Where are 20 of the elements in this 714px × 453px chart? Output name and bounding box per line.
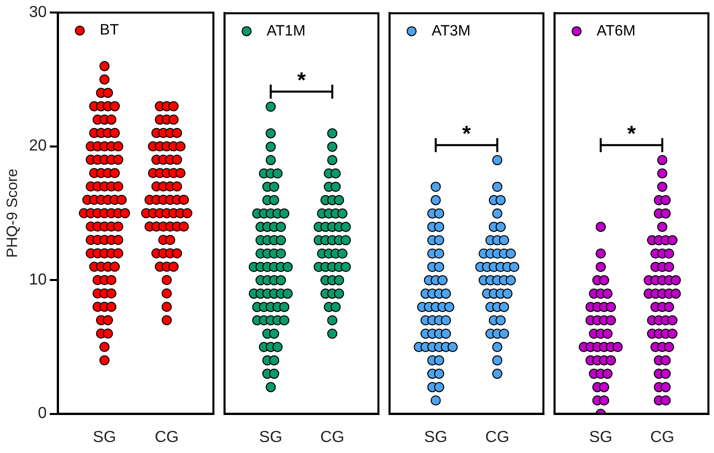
x-tick-label: CG [154, 428, 179, 446]
y-tick-label: 30 [29, 4, 47, 22]
y-tick-label: 20 [29, 138, 47, 155]
annotation: * [297, 68, 306, 93]
legend-label: AT6M [596, 22, 636, 40]
x-tick-label: SG [589, 428, 612, 446]
y-tick-label: 10 [29, 271, 47, 288]
x-tick-label: CG [650, 428, 674, 446]
x-tick-label: CG [485, 428, 510, 446]
legend-label: AT1M [266, 22, 306, 40]
x-tick-label: SG [424, 428, 448, 446]
annotation: * [462, 121, 472, 146]
x-tick-label: CG [320, 428, 344, 446]
legend-label: BT [100, 22, 119, 39]
y-tick-label: 0 [38, 405, 47, 422]
x-tick-label: SG [259, 428, 282, 446]
y-axis-title: PHQ-9 Score [4, 168, 22, 258]
x-tick-label: SG [92, 428, 116, 446]
annotation: * [627, 121, 636, 146]
legend-label: AT3M [432, 22, 471, 40]
